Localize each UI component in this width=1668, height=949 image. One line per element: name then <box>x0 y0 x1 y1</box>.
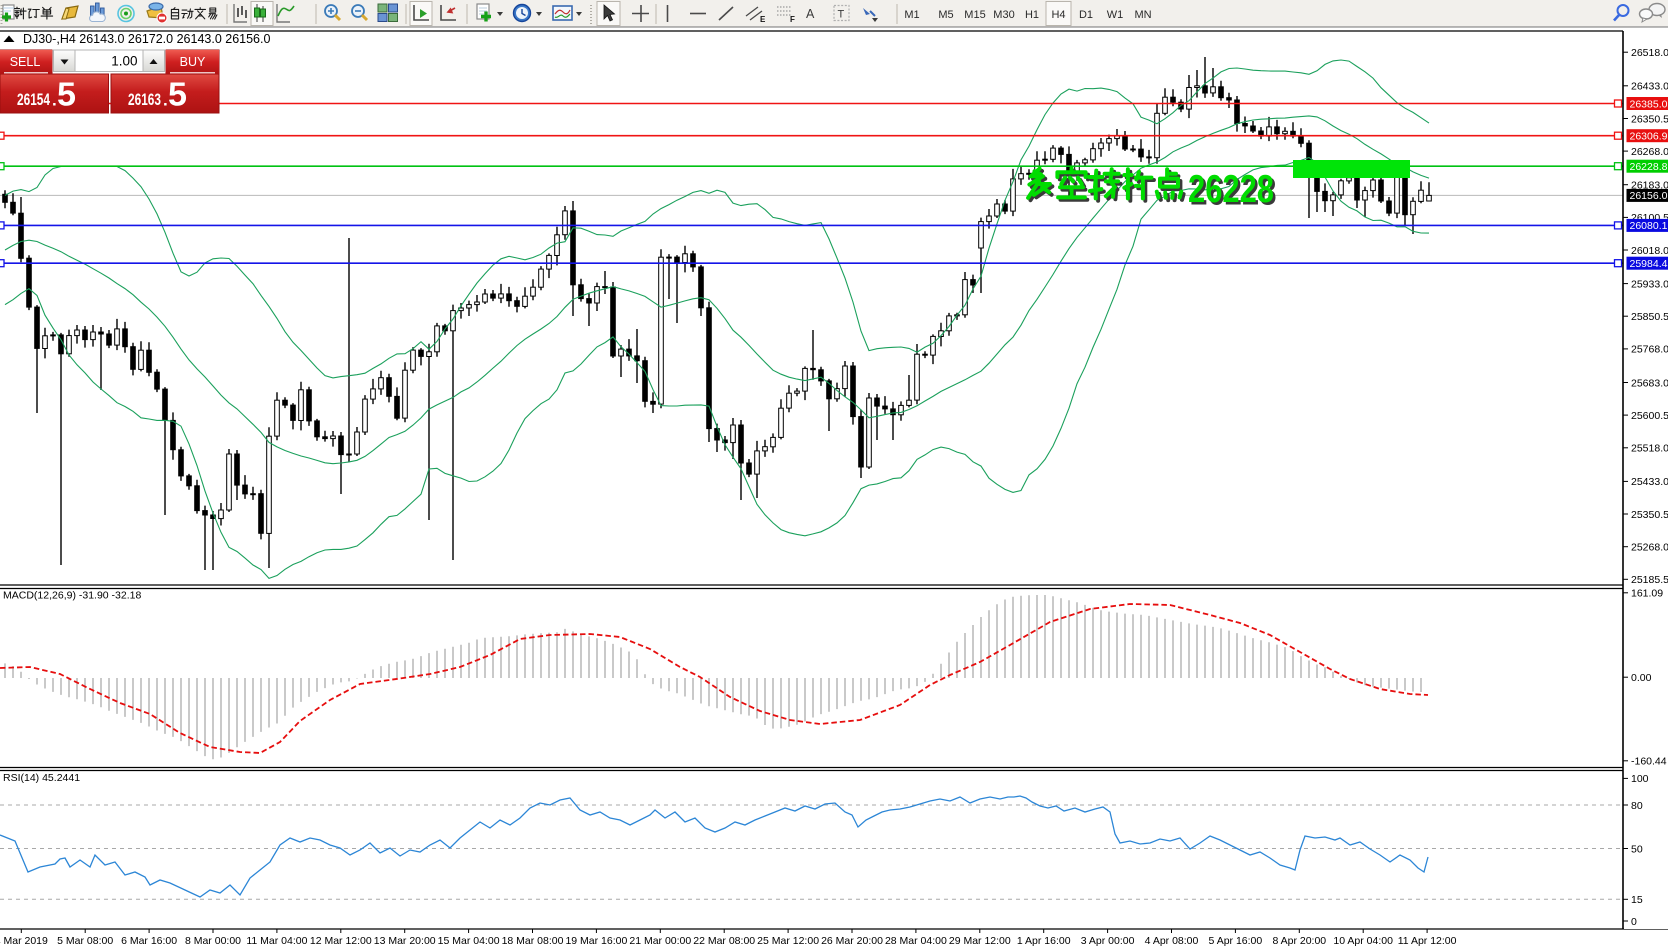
svg-text:21 Mar 00:00: 21 Mar 00:00 <box>629 935 691 947</box>
svg-text:100: 100 <box>1631 773 1649 785</box>
svg-text:11 Mar 04:00: 11 Mar 04:00 <box>246 935 307 947</box>
svg-text:26228: 26228 <box>1188 168 1274 211</box>
svg-text:M1: M1 <box>904 9 919 21</box>
svg-text:25683.0: 25683.0 <box>1631 377 1668 389</box>
svg-text:8 Mar 00:00: 8 Mar 00:00 <box>185 935 241 947</box>
svg-text:26350.5: 26350.5 <box>1631 113 1668 125</box>
svg-text:H1: H1 <box>1025 9 1039 21</box>
svg-text:H4: H4 <box>1051 9 1065 21</box>
svg-text:22 Mar 08:00: 22 Mar 08:00 <box>693 935 755 947</box>
svg-text:26268.0: 26268.0 <box>1631 146 1668 158</box>
svg-text:F: F <box>790 15 795 24</box>
svg-text:25600.5: 25600.5 <box>1631 410 1668 422</box>
svg-text:26018.0: 26018.0 <box>1631 245 1668 257</box>
svg-text:M15: M15 <box>964 9 985 21</box>
svg-text:E: E <box>760 15 766 24</box>
svg-text:26518.0: 26518.0 <box>1631 47 1668 59</box>
svg-text:4 Apr 08:00: 4 Apr 08:00 <box>1145 935 1199 947</box>
svg-text:26183.0: 26183.0 <box>1631 180 1668 192</box>
svg-text:25768.0: 25768.0 <box>1631 344 1668 356</box>
svg-text:6 Mar 16:00: 6 Mar 16:00 <box>121 935 177 947</box>
svg-text:8 Apr 20:00: 8 Apr 20:00 <box>1272 935 1326 947</box>
svg-text:.: . <box>52 91 57 110</box>
svg-text:25518.0: 25518.0 <box>1631 443 1668 455</box>
svg-text:BUY: BUY <box>180 55 206 69</box>
svg-text:25268.0: 25268.0 <box>1631 542 1668 554</box>
svg-text:13 Mar 20:00: 13 Mar 20:00 <box>374 935 436 947</box>
svg-text:26228.8: 26228.8 <box>1630 161 1668 173</box>
svg-text:.: . <box>163 91 168 110</box>
svg-text:RSI(14) 45.2441: RSI(14) 45.2441 <box>3 772 80 784</box>
svg-text:-160.44: -160.44 <box>1631 756 1667 768</box>
svg-text:26433.0: 26433.0 <box>1631 81 1668 93</box>
svg-text:12 Mar 12:00: 12 Mar 12:00 <box>310 935 372 947</box>
svg-text:DJ30-,H4 26143.0 26172.0 2614: DJ30-,H4 26143.0 26172.0 26143.0 26156.0 <box>23 32 270 46</box>
svg-text:50: 50 <box>1631 843 1643 855</box>
svg-text:25984.4: 25984.4 <box>1630 258 1668 270</box>
svg-text:D1: D1 <box>1079 9 1093 21</box>
svg-text:25 Mar 12:00: 25 Mar 12:00 <box>757 935 819 947</box>
svg-text:26228: 26228 <box>1190 170 1276 213</box>
svg-text:T: T <box>838 9 845 21</box>
svg-text:25350.5: 25350.5 <box>1631 509 1668 521</box>
svg-text:15 Mar 04:00: 15 Mar 04:00 <box>438 935 500 947</box>
svg-text:26156.0: 26156.0 <box>1630 190 1668 202</box>
svg-text:M30: M30 <box>993 9 1014 21</box>
svg-text:26163: 26163 <box>128 90 161 109</box>
svg-text:29 Mar 12:00: 29 Mar 12:00 <box>949 935 1011 947</box>
svg-text:80: 80 <box>1631 800 1643 812</box>
svg-text:0.00: 0.00 <box>1631 672 1652 684</box>
svg-text:26154: 26154 <box>17 90 50 109</box>
svg-text:26306.9: 26306.9 <box>1630 131 1668 143</box>
svg-text:5 Apr 16:00: 5 Apr 16:00 <box>1209 935 1263 947</box>
svg-text:25185.5: 25185.5 <box>1631 574 1668 586</box>
svg-text:4 Mar 2019: 4 Mar 2019 <box>0 935 48 947</box>
svg-text:5: 5 <box>168 76 187 113</box>
svg-text:26385.0: 26385.0 <box>1630 98 1668 110</box>
svg-text:W1: W1 <box>1107 9 1124 21</box>
svg-text:1 Apr 16:00: 1 Apr 16:00 <box>1017 935 1071 947</box>
svg-text:5 Mar 08:00: 5 Mar 08:00 <box>57 935 113 947</box>
svg-text:15: 15 <box>1631 894 1643 906</box>
svg-text:25933.0: 25933.0 <box>1631 278 1668 290</box>
svg-text:26080.1: 26080.1 <box>1630 220 1668 232</box>
svg-text:MN: MN <box>1134 9 1151 21</box>
svg-text:10 Apr 04:00: 10 Apr 04:00 <box>1333 935 1393 947</box>
svg-text:25850.5: 25850.5 <box>1631 311 1668 323</box>
svg-text:SELL: SELL <box>10 55 41 69</box>
svg-text:26 Mar 20:00: 26 Mar 20:00 <box>821 935 883 947</box>
svg-text:1.00: 1.00 <box>111 54 137 69</box>
svg-text:5: 5 <box>57 76 76 113</box>
svg-text:161.09: 161.09 <box>1631 588 1663 600</box>
svg-text:19 Mar 16:00: 19 Mar 16:00 <box>565 935 627 947</box>
svg-text:A: A <box>806 7 815 21</box>
svg-text:MACD(12,26,9) -31.90 -32.18: MACD(12,26,9) -31.90 -32.18 <box>3 590 141 602</box>
svg-text:M5: M5 <box>938 9 953 21</box>
svg-text:18 Mar 08:00: 18 Mar 08:00 <box>502 935 564 947</box>
svg-text:28 Mar 04:00: 28 Mar 04:00 <box>885 935 947 947</box>
svg-text:3 Apr 00:00: 3 Apr 00:00 <box>1081 935 1135 947</box>
svg-text:25433.0: 25433.0 <box>1631 476 1668 488</box>
svg-text:0: 0 <box>1631 916 1637 928</box>
svg-text:11 Apr 12:00: 11 Apr 12:00 <box>1398 935 1457 947</box>
